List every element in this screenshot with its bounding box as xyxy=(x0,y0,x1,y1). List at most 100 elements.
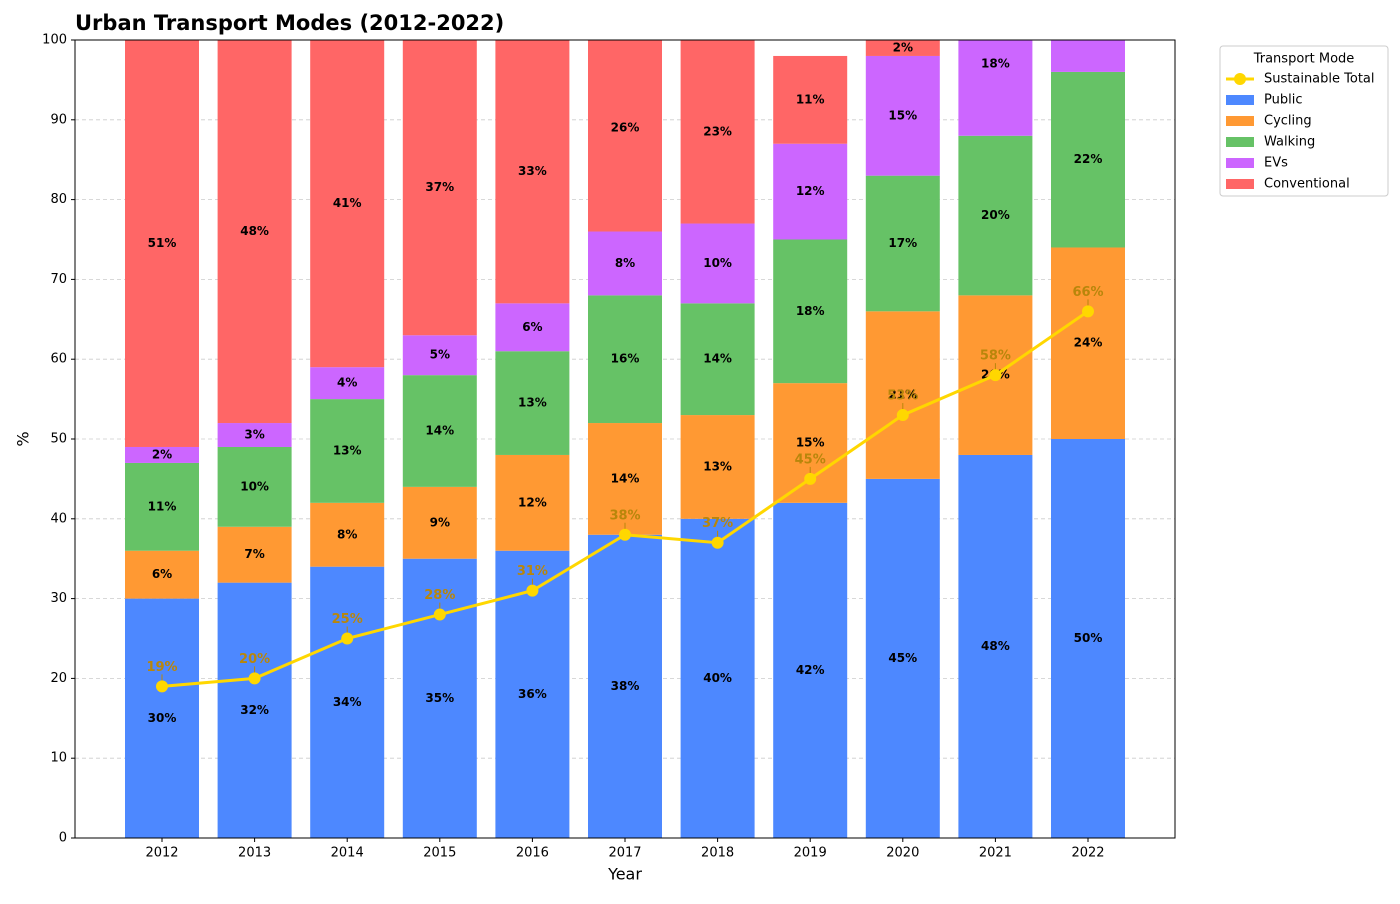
data-label: 8% xyxy=(337,527,357,541)
data-label: 2% xyxy=(152,447,172,461)
bar-segment xyxy=(125,550,199,599)
bar-segment xyxy=(865,40,940,56)
bar-segment xyxy=(217,582,292,838)
x-tick-label: 2019 xyxy=(794,846,827,861)
legend-label: Sustainable Total xyxy=(1264,72,1375,87)
line-label: 37% xyxy=(702,516,733,531)
data-label: 15% xyxy=(796,435,825,449)
line-marker xyxy=(248,672,261,685)
data-label: 2% xyxy=(893,40,913,54)
data-label: 16% xyxy=(611,352,640,366)
bar-segment xyxy=(495,351,570,455)
bar-segment xyxy=(680,518,755,838)
data-label: 42% xyxy=(796,663,825,677)
legend-label: Walking xyxy=(1264,135,1315,150)
bar-segment xyxy=(402,335,477,376)
y-tick-label: 50 xyxy=(50,432,67,447)
bar-segment xyxy=(495,454,570,551)
data-label: 14% xyxy=(703,352,732,366)
bar-segment xyxy=(310,399,385,503)
y-tick-label: 20 xyxy=(50,671,67,686)
data-label: 48% xyxy=(981,639,1010,653)
data-label: 12% xyxy=(796,184,825,198)
data-label: 15% xyxy=(888,108,917,122)
bar-segment xyxy=(773,55,848,144)
bar-segment xyxy=(402,40,477,336)
line-label: 19% xyxy=(146,660,177,675)
bar-segment xyxy=(1051,247,1125,439)
bar-segment xyxy=(1051,71,1125,248)
data-label: 5% xyxy=(430,348,450,362)
data-label: 17% xyxy=(888,236,917,250)
data-label: 34% xyxy=(333,695,362,709)
bar-segment xyxy=(588,534,662,838)
bar-segment xyxy=(217,446,292,527)
data-label: 12% xyxy=(518,495,547,509)
bar-segment xyxy=(125,462,199,551)
data-label: 37% xyxy=(425,180,454,194)
data-label: 23% xyxy=(703,124,732,138)
data-label: 13% xyxy=(518,396,547,410)
bar-segment xyxy=(402,375,477,487)
data-label: 22% xyxy=(1074,152,1103,166)
data-label: 13% xyxy=(333,443,362,457)
legend-swatch xyxy=(1226,116,1254,126)
y-tick-label: 10 xyxy=(50,751,67,766)
legend-label: Conventional xyxy=(1264,177,1350,192)
bar-segment xyxy=(495,550,570,838)
data-label: 11% xyxy=(796,92,825,106)
line-marker xyxy=(619,528,631,541)
data-label: 6% xyxy=(522,320,542,334)
x-tick-label: 2016 xyxy=(516,846,549,861)
legend-swatch xyxy=(1226,179,1254,189)
bar-segment xyxy=(865,55,940,176)
bar-segment xyxy=(773,239,848,384)
bar-segment xyxy=(125,598,199,838)
data-label: 18% xyxy=(981,56,1010,70)
bar-segment xyxy=(865,478,940,838)
data-label: 7% xyxy=(244,547,264,561)
bar-segment xyxy=(217,526,292,583)
bar-segment xyxy=(588,40,662,232)
plot-area: 30% 6% 11% 2% 51% 32% 7% 10% 3% 48% 34% 8% 13% 4% 41% 3… xyxy=(125,40,1125,838)
bar-segment xyxy=(495,303,570,352)
legend-swatch xyxy=(1226,95,1254,105)
bar-segment xyxy=(588,231,662,296)
y-tick-label: 80 xyxy=(50,192,67,207)
data-label: 36% xyxy=(518,687,547,701)
data-label: 32% xyxy=(240,703,269,717)
bar-segment xyxy=(680,303,755,416)
bar-segment xyxy=(588,295,662,424)
bar-segment xyxy=(125,446,199,463)
data-label: 14% xyxy=(425,424,454,438)
line-marker xyxy=(896,409,909,422)
data-label: 45% xyxy=(888,651,917,665)
bar-segment xyxy=(217,423,292,447)
x-tick-label: 2018 xyxy=(701,846,734,861)
data-label: 4% xyxy=(337,376,357,390)
line-label: 20% xyxy=(239,652,270,667)
data-label: 8% xyxy=(615,256,635,270)
legend-label: Cycling xyxy=(1264,114,1312,129)
chart-title: Urban Transport Modes (2012-2022) xyxy=(75,11,504,35)
data-label: 48% xyxy=(240,224,269,238)
legend-title: Transport Mode xyxy=(1253,52,1355,67)
bar-segment xyxy=(1051,40,1125,72)
line-marker xyxy=(711,536,724,549)
x-tick-label: 2021 xyxy=(979,846,1012,861)
line-marker xyxy=(989,369,1002,382)
x-tick-label: 2022 xyxy=(1071,846,1104,861)
y-tick-label: 90 xyxy=(50,112,67,127)
legend-label: EVs xyxy=(1264,156,1288,171)
data-label: 50% xyxy=(1074,631,1103,645)
bar-segment xyxy=(865,175,940,312)
x-tick-label: 2017 xyxy=(608,846,641,861)
y-tick-label: 40 xyxy=(50,511,67,526)
line-label: 28% xyxy=(424,588,455,603)
legend-box xyxy=(1219,45,1389,197)
bar-segment xyxy=(495,40,570,304)
data-label: 6% xyxy=(152,567,172,581)
x-tick-label: 2015 xyxy=(423,846,456,861)
line-label: 45% xyxy=(795,452,826,467)
x-axis-label: Year xyxy=(607,865,642,884)
